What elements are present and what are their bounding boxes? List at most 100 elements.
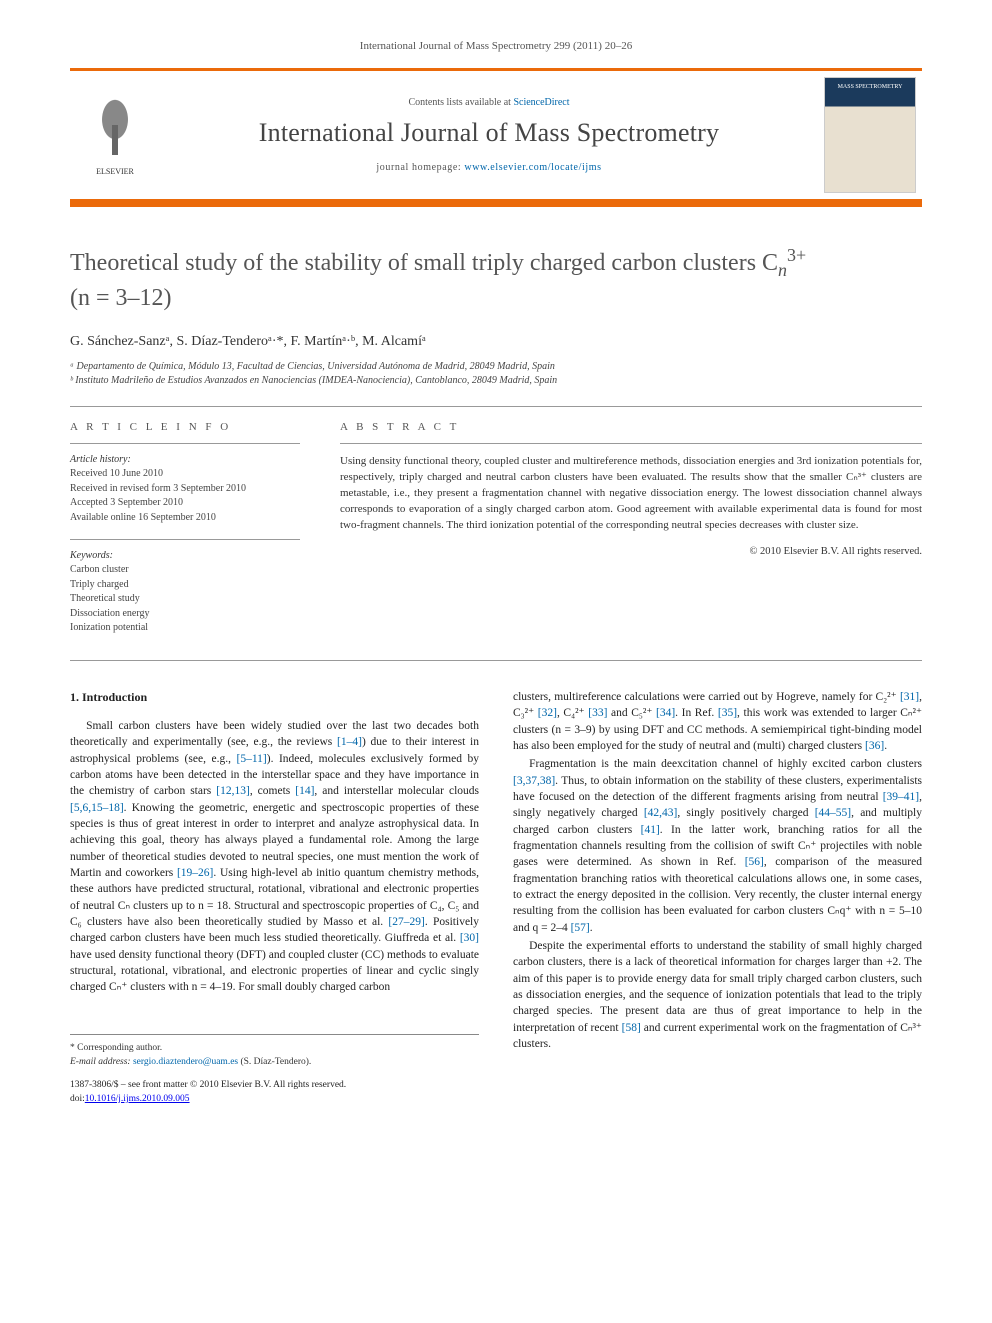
homepage-prefix: journal homepage: [376, 162, 464, 173]
cite-link[interactable]: [12,13] [216, 785, 250, 797]
text: . [884, 740, 887, 752]
email-label: E-mail address: [70, 1057, 133, 1067]
affiliations: ᵃ Departamento de Química, Módulo 13, Fa… [70, 360, 922, 388]
running-header: International Journal of Mass Spectromet… [70, 40, 922, 52]
abstract-copyright: © 2010 Elsevier B.V. All rights reserved… [340, 546, 922, 557]
info-rule-2 [70, 539, 300, 540]
cite-link[interactable]: [58] [622, 1022, 641, 1034]
keyword: Theoretical study [70, 592, 300, 607]
article-title: Theoretical study of the stability of sm… [70, 243, 922, 314]
cite-link[interactable]: [56] [745, 856, 764, 868]
corresponding-footer: * Corresponding author. E-mail address: … [70, 1034, 479, 1070]
cite-link[interactable]: [44–55] [815, 807, 851, 819]
cite-link[interactable]: [41] [641, 824, 660, 836]
text: , comets [250, 785, 295, 797]
publisher-name: ELSEVIER [96, 167, 134, 176]
keywords-list: Carbon cluster Triply charged Theoretica… [70, 563, 300, 636]
cite-link[interactable]: [36] [865, 740, 884, 752]
cite-link[interactable]: [3,37,38] [513, 775, 555, 787]
cite-link[interactable]: [35] [718, 707, 737, 719]
cite-link[interactable]: [42,43] [644, 807, 678, 819]
cite-link[interactable]: [5,6,15–18] [70, 802, 124, 814]
doi-link[interactable]: 10.1016/j.ijms.2010.09.005 [85, 1094, 190, 1104]
text: Despite the experimental efforts to unde… [513, 940, 922, 1034]
section-number: 1. [70, 690, 79, 704]
body-columns: 1. Introduction Small carbon clusters ha… [70, 689, 922, 1106]
text: . Thus, to obtain information on the sta… [513, 775, 922, 803]
cite-link[interactable]: [19–26] [177, 867, 213, 879]
body-para: Fragmentation is the main deexcitation c… [513, 756, 922, 936]
journal-masthead: ELSEVIER Contents lists available at Sci… [70, 68, 922, 207]
body-para: Despite the experimental efforts to unde… [513, 938, 922, 1052]
right-column: clusters, multireference calculations we… [513, 689, 922, 1106]
body-para: Small carbon clusters have been widely s… [70, 718, 479, 996]
abstract-column: A B S T R A C T Using density functional… [340, 421, 922, 636]
journal-cover-thumb: MASS SPECTROMETRY [824, 77, 916, 193]
rule-bottom [70, 660, 922, 661]
authors-line: G. Sánchez-Sanzᵃ, S. Díaz-Tenderoᵃ·*, F.… [70, 334, 922, 350]
corresponding-author: * Corresponding author. [70, 1041, 479, 1055]
history-online: Available online 16 September 2010 [70, 511, 300, 526]
rule-top [70, 406, 922, 407]
cite-link[interactable]: [31] [900, 691, 919, 703]
cite-link[interactable]: [5–11] [237, 753, 267, 765]
title-text-2: (n = 3–12) [70, 285, 172, 311]
elsevier-tree-icon [85, 95, 145, 165]
email-line: E-mail address: sergio.diaztendero@uam.e… [70, 1055, 479, 1069]
text: , singly positively charged [677, 807, 814, 819]
email-suffix: (S. Díaz-Tendero). [238, 1057, 311, 1067]
keyword: Triply charged [70, 578, 300, 593]
contents-prefix: Contents lists available at [408, 97, 513, 108]
text: and C₅²⁺ [607, 707, 656, 719]
doi-block: 1387-3806/$ – see front matter © 2010 El… [70, 1079, 479, 1106]
left-column: 1. Introduction Small carbon clusters ha… [70, 689, 479, 1106]
info-rule [70, 443, 300, 444]
cite-link[interactable]: [1–4] [337, 736, 362, 748]
cover-thumb-label: MASS SPECTROMETRY [825, 84, 915, 90]
abstract-text: Using density functional theory, coupled… [340, 454, 922, 534]
history-revised: Received in revised form 3 September 201… [70, 482, 300, 497]
title-text-1: Theoretical study of the stability of sm… [70, 250, 778, 276]
contents-line: Contents lists available at ScienceDirec… [408, 97, 569, 108]
cite-link[interactable]: [33] [588, 707, 607, 719]
abstract-heading: A B S T R A C T [340, 421, 922, 433]
cite-link[interactable]: [14] [295, 785, 314, 797]
issn-line: 1387-3806/$ – see front matter © 2010 El… [70, 1079, 479, 1092]
email-link[interactable]: sergio.diaztendero@uam.es [133, 1057, 238, 1067]
keyword: Carbon cluster [70, 563, 300, 578]
homepage-line: journal homepage: www.elsevier.com/locat… [376, 162, 601, 173]
keywords-label: Keywords: [70, 550, 300, 561]
history-block: Received 10 June 2010 Received in revise… [70, 467, 300, 525]
text: . In Ref. [675, 707, 718, 719]
cite-link[interactable]: [32] [538, 707, 557, 719]
cite-link[interactable]: [57] [571, 922, 590, 934]
cite-link[interactable]: [39–41] [883, 791, 919, 803]
history-received: Received 10 June 2010 [70, 467, 300, 482]
history-accepted: Accepted 3 September 2010 [70, 496, 300, 511]
sciencedirect-link[interactable]: ScienceDirect [513, 97, 569, 108]
text: , C₄²⁺ [557, 707, 588, 719]
history-label: Article history: [70, 454, 300, 465]
affiliation-b: ᵇ Instituto Madrileño de Estudios Avanza… [70, 374, 922, 388]
keyword: Dissociation energy [70, 607, 300, 622]
elsevier-logo: ELSEVIER [70, 71, 160, 199]
keyword: Ionization potential [70, 621, 300, 636]
section-title: Introduction [82, 690, 147, 704]
doi-label: doi: [70, 1094, 85, 1104]
cite-link[interactable]: [34] [656, 707, 675, 719]
affiliation-a: ᵃ Departamento de Química, Módulo 13, Fa… [70, 360, 922, 374]
text: , and interstellar molecular clouds [314, 785, 479, 797]
homepage-link[interactable]: www.elsevier.com/locate/ijms [464, 162, 601, 173]
text: Fragmentation is the main deexcitation c… [529, 758, 922, 770]
text: . [590, 922, 593, 934]
journal-name: International Journal of Mass Spectromet… [259, 118, 719, 148]
title-sup-charge: 3+ [787, 245, 806, 265]
article-info-column: A R T I C L E I N F O Article history: R… [70, 421, 300, 636]
body-para: clusters, multireference calculations we… [513, 689, 922, 754]
cite-link[interactable]: [30] [460, 932, 479, 944]
cite-link[interactable]: [27–29] [388, 916, 424, 928]
text: have used density functional theory (DFT… [70, 949, 479, 994]
section-heading: 1. Introduction [70, 689, 479, 706]
abstract-rule [340, 443, 922, 444]
doi-line: doi:10.1016/j.ijms.2010.09.005 [70, 1093, 479, 1106]
